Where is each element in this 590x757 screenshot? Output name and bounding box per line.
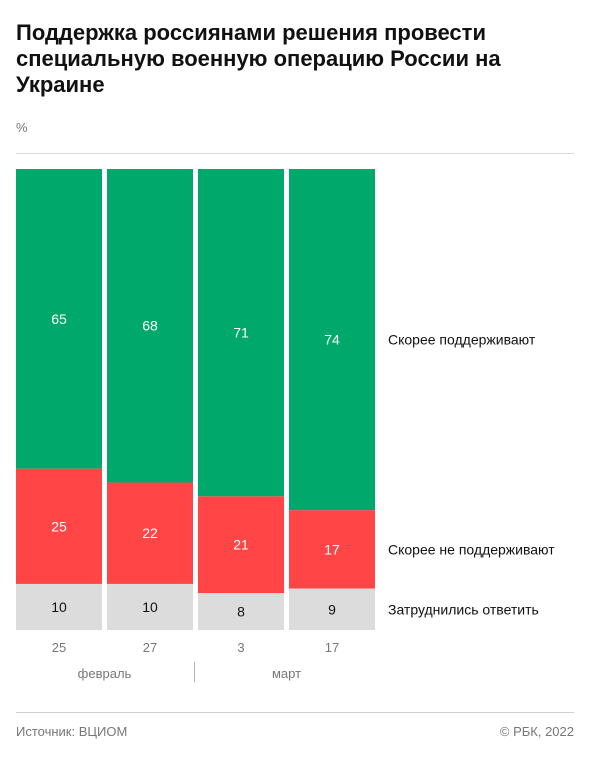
month-label: март <box>272 666 301 681</box>
chart-title: Поддержка россиянами решения провести сп… <box>16 20 501 97</box>
bar-segment-not-support <box>16 468 102 584</box>
data-label: 17 <box>324 541 340 557</box>
legend-label: Затруднились ответить <box>388 601 539 617</box>
data-label: 8 <box>237 604 245 620</box>
data-label: 65 <box>51 311 67 327</box>
bar-segment-undecided <box>107 583 193 630</box>
data-label: 25 <box>51 518 67 534</box>
data-label: 9 <box>328 601 336 617</box>
data-label: 10 <box>51 599 67 615</box>
x-tick-label: 27 <box>143 640 157 655</box>
data-label: 68 <box>142 318 158 334</box>
stacked-bar-chart: 10 25 65 25 10 22 68 27 8 21 71 3 9 17 74 17 февраль март… <box>16 169 555 682</box>
copyright-note: © РБК, 2022 <box>499 724 574 739</box>
month-label: февраль <box>78 666 132 681</box>
bar-segment-not-support <box>289 510 375 589</box>
top-divider <box>16 153 574 154</box>
bar-segment-support <box>289 169 375 511</box>
legend-label: Скорее не поддерживают <box>388 541 555 557</box>
source-note: Источник: ВЦИОМ <box>16 724 128 739</box>
bar-segment-undecided <box>289 588 375 630</box>
data-label: 21 <box>233 537 249 553</box>
x-tick-label: 3 <box>237 640 244 655</box>
x-tick-label: 17 <box>325 640 339 655</box>
footer-divider <box>16 712 574 713</box>
x-tick-label: 25 <box>52 640 66 655</box>
unit-label: % <box>16 120 28 135</box>
data-label: 74 <box>324 332 340 348</box>
bar-segment-support <box>198 169 284 497</box>
bar-segment-support <box>16 169 102 469</box>
bar-segment-undecided <box>198 593 284 630</box>
data-label: 22 <box>142 525 158 541</box>
bar-segment-not-support <box>198 496 284 594</box>
bar-segment-not-support <box>107 482 193 584</box>
data-label: 10 <box>142 599 158 615</box>
bar-segment-undecided <box>16 583 102 630</box>
data-label: 71 <box>233 325 249 341</box>
bar-segment-support <box>107 169 193 483</box>
legend-label: Скорее поддерживают <box>388 332 536 348</box>
